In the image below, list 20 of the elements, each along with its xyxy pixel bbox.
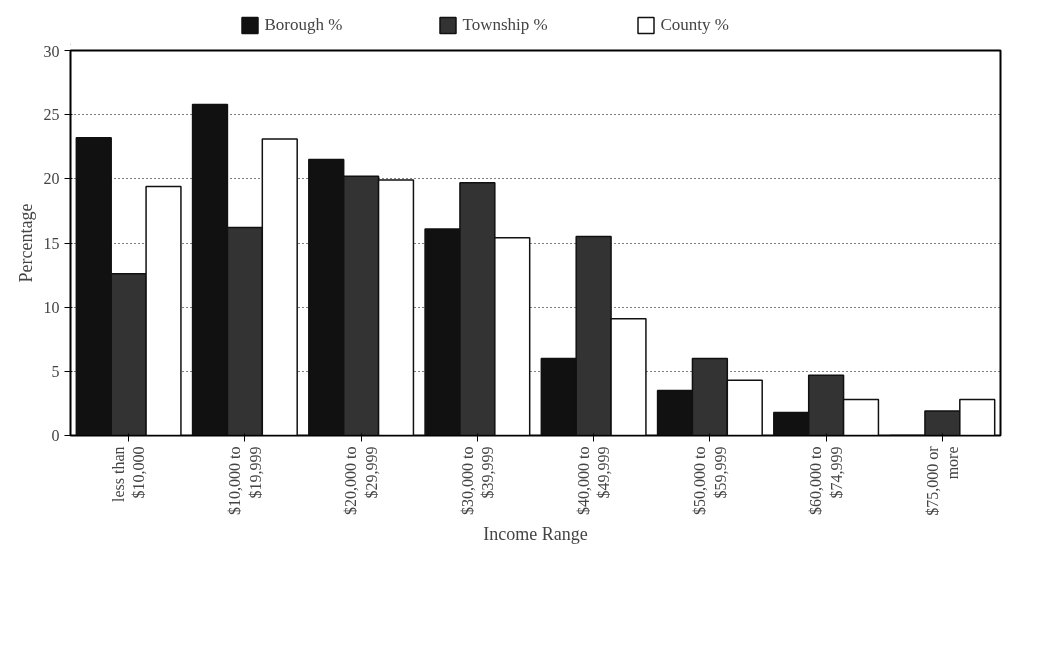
x-tick-label: $40,000 to $49,999 [574, 446, 613, 515]
legend-label: Borough % [264, 15, 344, 35]
x-tick-label: $75,000 or more [923, 445, 962, 516]
y-tick-label: 15 [43, 234, 60, 252]
y-tick-label: 30 [43, 42, 60, 60]
x-tick-label: $50,000 to $59,999 [691, 446, 729, 515]
y-axis-title: Percentage [15, 203, 36, 283]
x-tick-label: $20,000 to $29,999 [342, 446, 380, 515]
y-tick-label: 20 [43, 170, 60, 188]
x-axis-title: Income Range [483, 523, 588, 544]
y-tick-label: 5 [51, 362, 60, 380]
legend-label: Township % [462, 15, 549, 35]
x-tick-label: less than $10,000 [109, 446, 148, 503]
x-tick-label: $30,000 to $39,999 [458, 446, 497, 515]
legend-label: County % [660, 15, 730, 35]
x-tick-label: $60,000 to $74,999 [807, 446, 845, 515]
y-tick-label: 0 [51, 427, 60, 444]
y-tick-label: 25 [43, 106, 60, 124]
x-tick-label: $10,000 to $19,999 [226, 446, 264, 515]
y-tick-label: 10 [43, 298, 60, 316]
